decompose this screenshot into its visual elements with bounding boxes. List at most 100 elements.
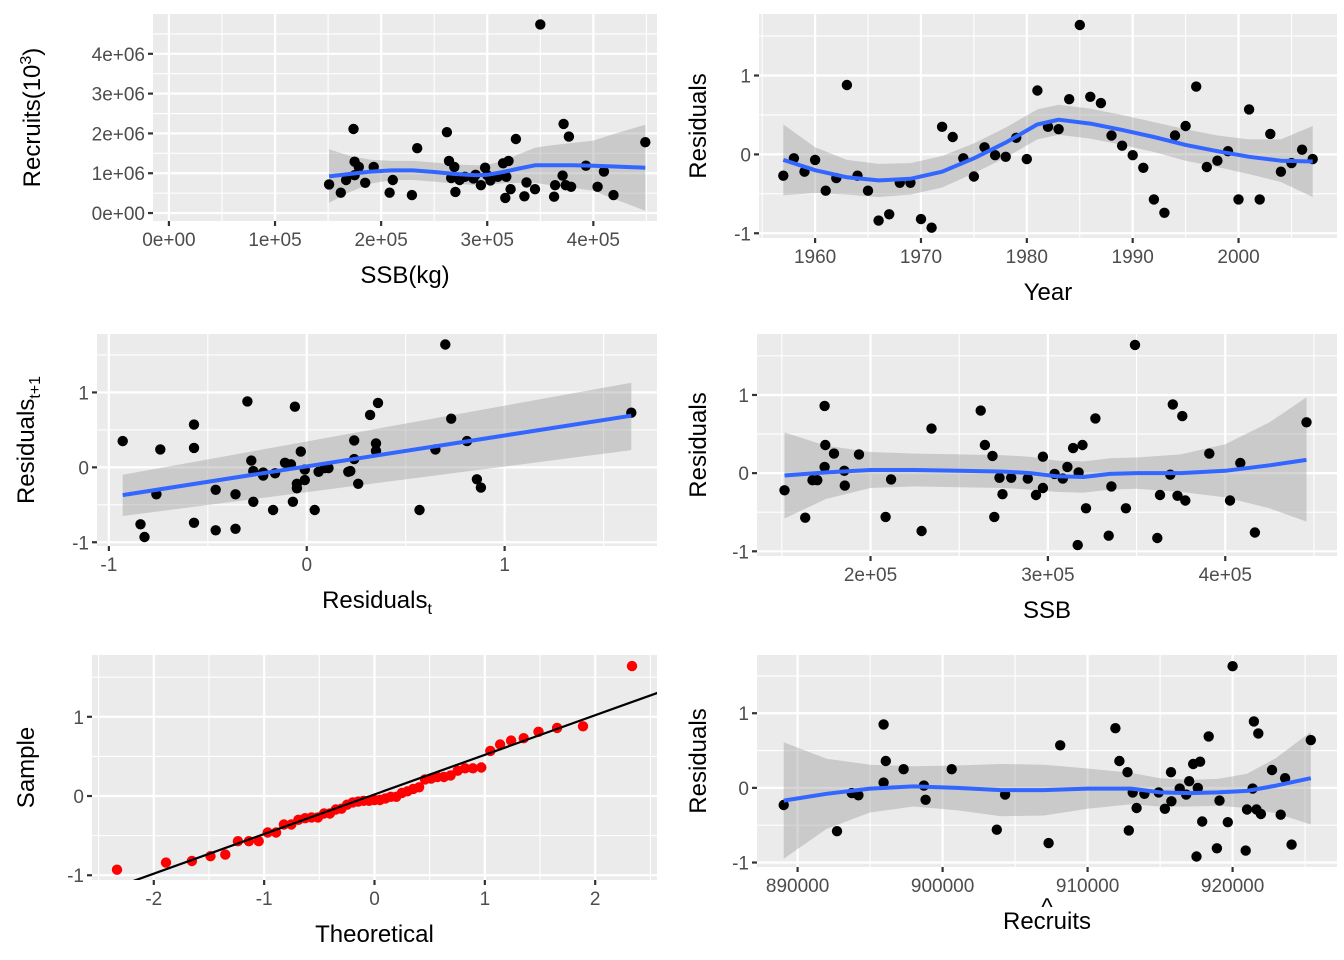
data-point — [449, 161, 460, 173]
data-point — [841, 79, 853, 91]
data-point — [1064, 94, 1075, 105]
data-point — [1110, 723, 1121, 734]
y-tick-label: 3e+06 — [92, 85, 145, 106]
data-point — [915, 213, 927, 225]
data-point — [1254, 194, 1265, 205]
data-point — [1131, 802, 1142, 814]
data-point — [1184, 776, 1195, 787]
data-point — [1211, 843, 1223, 854]
data-point — [450, 186, 461, 198]
data-point — [309, 504, 320, 516]
data-point — [1253, 728, 1264, 739]
data-point — [446, 413, 457, 424]
data-point — [529, 184, 541, 195]
data-point — [242, 396, 253, 407]
data-point — [364, 409, 376, 421]
data-point — [476, 762, 487, 773]
panel-residuals-vs-predicted: 890000 900000 910000 920000 -1 0 1 ^Recruits Res… — [685, 655, 1337, 935]
smooth-line — [782, 117, 1313, 183]
data-point — [220, 849, 231, 860]
x-tick-label: 2000 — [1217, 247, 1259, 268]
data-point — [471, 474, 483, 485]
panel-stock-recruit: 0e+00 1e+05 2e+05 3e+05 4e+05 0e+00 1e+06 2e+06… — [18, 14, 657, 289]
y-tick-label: 1e+06 — [92, 164, 145, 185]
data-point — [1127, 150, 1138, 161]
data-point — [475, 180, 487, 191]
data-point — [853, 449, 865, 460]
data-point — [267, 504, 279, 516]
x-tick-label: -2 — [145, 889, 162, 910]
data-point — [248, 496, 259, 507]
data-point — [989, 511, 1000, 523]
data-point — [828, 448, 840, 459]
data-point — [1123, 825, 1135, 836]
data-point — [853, 790, 864, 801]
data-point — [323, 462, 334, 474]
data-point — [349, 435, 360, 446]
y-tick-label: 0e+00 — [92, 204, 145, 225]
y-tick-label: -1 — [732, 854, 749, 875]
data-point — [1191, 851, 1202, 862]
data-point — [1224, 495, 1236, 506]
data-point — [991, 824, 1002, 835]
data-point — [979, 439, 991, 451]
data-point — [819, 400, 830, 412]
data-point — [441, 127, 453, 138]
data-point — [505, 184, 516, 195]
data-point — [1085, 91, 1096, 103]
data-point — [188, 517, 200, 528]
data-point — [800, 512, 811, 523]
data-point — [920, 794, 931, 805]
data-point — [565, 181, 577, 192]
data-point — [880, 755, 891, 767]
data-point — [1037, 482, 1049, 494]
plot-area — [778, 19, 1318, 233]
smooth-line — [328, 163, 646, 179]
x-tick-label: 3e+05 — [1021, 565, 1074, 586]
data-point — [485, 175, 496, 186]
data-point — [500, 192, 511, 204]
data-point — [1248, 716, 1260, 727]
data-point — [878, 777, 889, 788]
data-point — [997, 489, 1008, 500]
data-point — [467, 763, 479, 774]
data-point — [1240, 845, 1251, 856]
data-point — [1159, 207, 1170, 218]
data-point — [778, 799, 789, 811]
data-point — [414, 504, 425, 516]
data-point — [287, 496, 299, 507]
data-point — [947, 131, 958, 143]
data-point — [1194, 756, 1206, 767]
x-tick-label: 1980 — [1006, 247, 1048, 268]
data-point — [343, 466, 354, 477]
x-tick-label: 0 — [369, 889, 380, 910]
data-point — [1214, 795, 1225, 806]
y-axis-title-text: Recruits(10 — [19, 65, 46, 188]
data-point — [1030, 489, 1042, 501]
data-point — [820, 439, 831, 451]
data-point — [348, 123, 359, 135]
y-axis-title: Sample — [13, 727, 40, 808]
x-axis-title: Recruits — [1003, 908, 1091, 935]
x-axis-title-text: Theoretical — [315, 921, 434, 948]
data-point — [1095, 97, 1107, 109]
x-tick-label: 1e+05 — [248, 230, 301, 251]
data-point — [505, 735, 517, 746]
data-point — [1222, 817, 1234, 828]
data-point — [510, 133, 522, 145]
data-point — [1032, 85, 1043, 96]
y-tick-label: 1 — [738, 386, 749, 407]
x-tick-label: 4e+05 — [567, 230, 620, 251]
data-point — [279, 457, 291, 468]
y-tick-label: 1 — [738, 704, 749, 725]
data-point — [1062, 461, 1073, 473]
data-point — [155, 444, 166, 455]
y-tick-label: 2e+06 — [92, 124, 145, 145]
x-tick-label: 4e+05 — [1199, 565, 1252, 586]
y-tick-label: 0 — [738, 464, 749, 485]
x-tick-label: 920000 — [1201, 876, 1264, 897]
data-point — [230, 489, 241, 500]
data-point — [111, 864, 123, 875]
x-axis-title-subscript: t — [427, 601, 432, 618]
y-axis-title-text: Sample — [13, 727, 40, 808]
